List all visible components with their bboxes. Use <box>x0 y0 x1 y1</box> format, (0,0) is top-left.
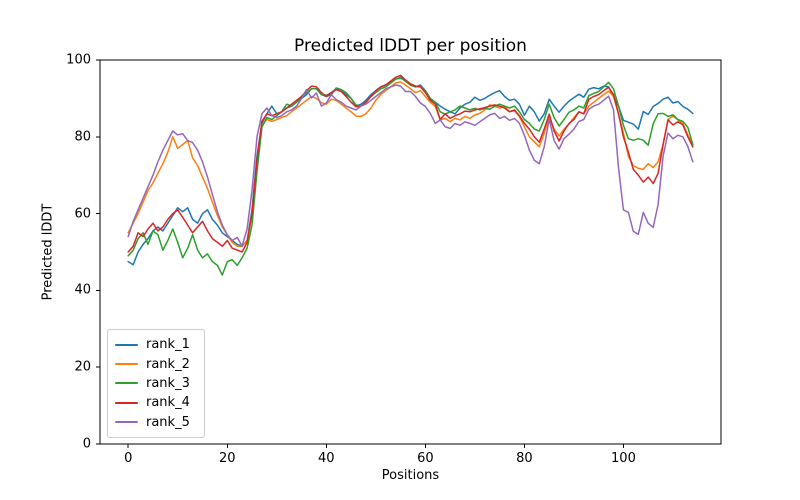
legend-item-rank-2: rank_2 <box>115 354 196 373</box>
legend-label: rank_4 <box>146 395 190 411</box>
y-axis-label: Predicted lDDT <box>40 203 56 301</box>
legend-box: rank_1 rank_2 rank_3 rank_4 rank_5 <box>107 329 205 438</box>
y-tick-label: 80 <box>74 129 91 145</box>
axes-frame <box>99 59 722 445</box>
legend-label: rank_5 <box>146 414 190 430</box>
legend-label: rank_2 <box>146 356 190 372</box>
x-tick-label: 80 <box>516 451 533 466</box>
series-line-rank_2 <box>127 81 694 247</box>
legend-item-rank-5: rank_5 <box>115 413 196 432</box>
legend-item-rank-1: rank_1 <box>115 335 196 354</box>
x-tick-label: 100 <box>611 451 636 466</box>
x-tick-label: 40 <box>318 451 335 466</box>
series-line-rank_4 <box>127 74 694 253</box>
legend-line-swatch <box>115 401 138 404</box>
y-tick-label: 0 <box>82 436 91 452</box>
x-tick-label: 20 <box>218 451 236 466</box>
legend-line-swatch <box>115 343 138 346</box>
y-tick-label: 40 <box>74 282 91 298</box>
x-tick-label: 0 <box>124 451 133 466</box>
legend-line-swatch <box>115 382 138 385</box>
legend-item-rank-4: rank_4 <box>115 393 196 412</box>
series-line-rank_1 <box>127 77 694 266</box>
x-axis-label: Positions <box>381 468 440 483</box>
x-tick-label: 60 <box>417 451 434 466</box>
legend-line-swatch <box>115 363 138 366</box>
legend-label: rank_1 <box>146 337 190 353</box>
chart-title: Predicted lDDT per position <box>294 36 527 56</box>
series-line-rank_5 <box>127 84 694 247</box>
series-line-rank_3 <box>127 76 694 276</box>
legend-label: rank_3 <box>146 375 190 391</box>
legend-line-swatch <box>115 421 138 424</box>
y-tick-label: 60 <box>74 206 91 222</box>
legend-item-rank-3: rank_3 <box>115 374 196 393</box>
y-tick-label: 100 <box>66 52 91 68</box>
y-tick-label: 20 <box>74 359 91 375</box>
